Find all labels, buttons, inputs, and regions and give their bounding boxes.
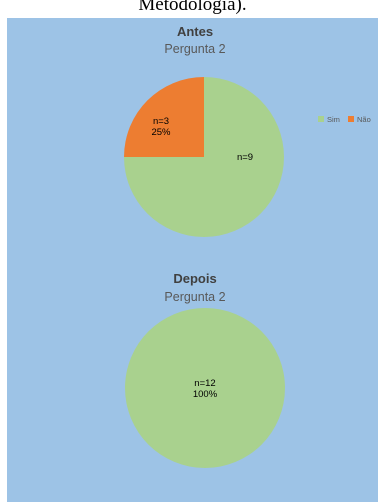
chart-depois-title: Depois xyxy=(173,271,216,286)
pie-1-data-label-percent: 100% xyxy=(193,389,218,400)
pie-0-data-label: n=3 25% xyxy=(151,116,171,138)
chart-depois-subtitle: Pergunta 2 xyxy=(164,290,225,304)
legend-label-sim: Sim xyxy=(327,115,340,124)
pie-1-data-label: n=12 100% xyxy=(193,378,218,400)
pie-1-slice-sim xyxy=(125,308,285,468)
pie-depois: n=12 100% xyxy=(125,308,285,468)
legend-swatch-nao xyxy=(348,116,354,122)
chart-antes-subtitle: Pergunta 2 xyxy=(164,42,225,56)
pie-0-data-label-count: n=9 xyxy=(237,152,253,163)
legend: Sim Não xyxy=(318,115,371,124)
pie-0-data-label: n=9 xyxy=(237,152,253,163)
chart-antes-title: Antes xyxy=(177,24,213,39)
legend-swatch-sim xyxy=(318,116,324,122)
legend-label-nao: Não xyxy=(357,115,371,124)
pie-0-data-label-percent: 25% xyxy=(151,127,171,138)
figure-caption: Metodologia). xyxy=(138,0,247,15)
pie-0-data-label-count: n=3 xyxy=(153,116,169,127)
pie-1-data-label-count: n=12 xyxy=(194,378,215,389)
pie-antes: n=9 n=3 25% xyxy=(124,77,284,237)
pie-0-slice-nao xyxy=(124,77,204,157)
